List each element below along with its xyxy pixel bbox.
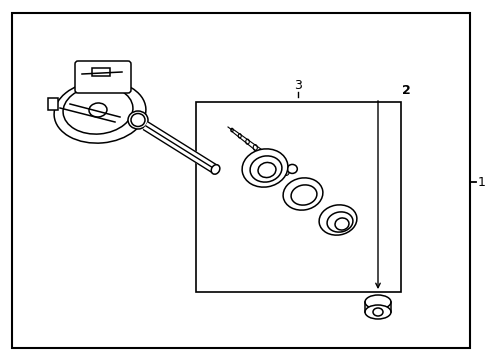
Ellipse shape	[326, 212, 352, 232]
Ellipse shape	[258, 162, 275, 177]
Ellipse shape	[334, 218, 348, 230]
Ellipse shape	[283, 166, 289, 175]
Bar	[92, 68, 110, 76]
Ellipse shape	[267, 156, 273, 163]
Text: 3: 3	[293, 79, 301, 92]
FancyBboxPatch shape	[75, 61, 131, 93]
Polygon shape	[143, 122, 218, 173]
Ellipse shape	[260, 150, 265, 157]
Ellipse shape	[275, 161, 281, 169]
Ellipse shape	[249, 156, 282, 182]
Text: 2: 2	[401, 84, 409, 96]
Ellipse shape	[128, 111, 148, 129]
Ellipse shape	[54, 81, 145, 143]
Ellipse shape	[364, 295, 390, 309]
Ellipse shape	[230, 128, 233, 132]
Ellipse shape	[63, 86, 133, 134]
Ellipse shape	[253, 145, 257, 150]
Ellipse shape	[131, 113, 145, 126]
Bar	[196, 102, 400, 292]
Bar	[48, 98, 58, 110]
Ellipse shape	[283, 178, 322, 210]
Ellipse shape	[238, 134, 241, 138]
Ellipse shape	[372, 308, 382, 316]
Text: 1: 1	[477, 176, 485, 189]
Ellipse shape	[242, 149, 287, 187]
Ellipse shape	[290, 185, 316, 205]
Ellipse shape	[245, 139, 249, 144]
Ellipse shape	[287, 165, 297, 174]
Ellipse shape	[319, 205, 356, 235]
Ellipse shape	[364, 305, 390, 319]
Polygon shape	[364, 302, 390, 312]
Ellipse shape	[89, 103, 107, 117]
Ellipse shape	[211, 165, 220, 174]
